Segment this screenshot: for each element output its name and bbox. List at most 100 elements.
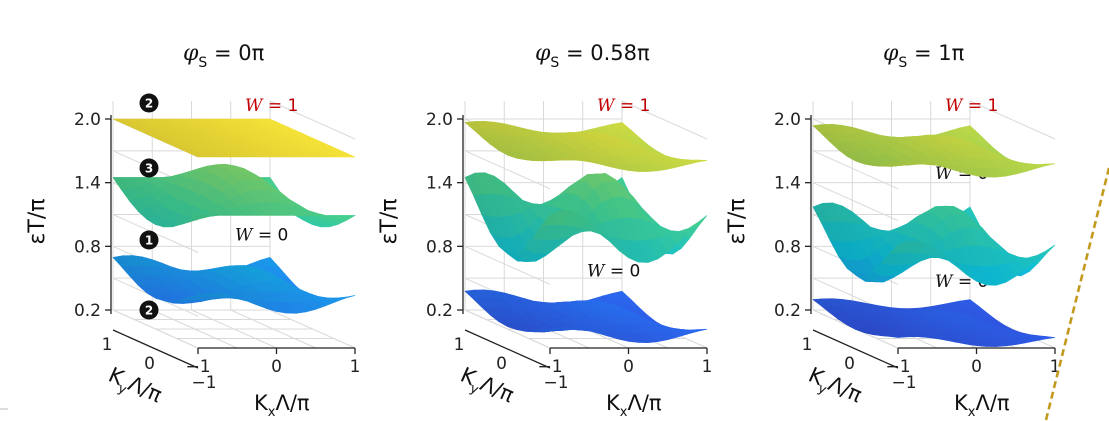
energy-tick-label: 0.2 bbox=[74, 301, 101, 321]
energy-tick-label: 1.4 bbox=[426, 174, 453, 194]
winding-symbol: W bbox=[587, 262, 606, 282]
band-marker-icon bbox=[139, 230, 159, 250]
panel-title: φS = 0.58π bbox=[535, 41, 650, 71]
kx-tick-label: 1 bbox=[350, 357, 361, 377]
energy-tick-label: 0.8 bbox=[426, 237, 453, 257]
winding-symbol: W bbox=[597, 96, 616, 116]
ylabel-rest: /π bbox=[725, 198, 750, 219]
xlabel-sub: x bbox=[620, 405, 628, 420]
band-surface bbox=[464, 289, 708, 344]
grid-line bbox=[621, 100, 708, 140]
panel-title: φS = 0π bbox=[183, 41, 265, 71]
surface-patch bbox=[688, 328, 708, 332]
band-surface bbox=[464, 172, 708, 263]
energy-tick-label: 1.4 bbox=[774, 174, 801, 194]
kx-axis-label: KxΛ/π bbox=[954, 391, 1010, 420]
band-surface bbox=[112, 118, 356, 158]
ky-axis bbox=[812, 329, 899, 369]
kx-tick-label: −1 bbox=[185, 357, 210, 377]
winding-symbol: W bbox=[245, 96, 264, 116]
title-value: = 0π bbox=[207, 41, 264, 65]
ylabel-italic: T bbox=[377, 219, 402, 234]
surface-patch bbox=[336, 152, 356, 158]
winding-label: W = 0 bbox=[235, 225, 288, 245]
band-marker-number: 2 bbox=[145, 304, 153, 318]
winding-label: W = 1 bbox=[597, 96, 650, 116]
surface-patch bbox=[688, 159, 708, 163]
xlabel-main: K bbox=[954, 391, 969, 415]
band-surface bbox=[112, 163, 357, 228]
band-marker-icon bbox=[139, 93, 159, 113]
zlabel-rest: Λ/π bbox=[825, 371, 866, 407]
chart-panel-2: W = 0W = 12.01.40.80.2−1 0 110−1φS = 0.58π… bbox=[377, 41, 712, 420]
zlabel-rest: Λ/π bbox=[477, 371, 518, 407]
ky-tick-label: −1 bbox=[543, 373, 568, 393]
grid-line bbox=[969, 100, 1056, 140]
xlabel-main: K bbox=[606, 391, 621, 415]
grid-line bbox=[812, 150, 899, 190]
xlabel-sub: x bbox=[968, 405, 976, 420]
title-subscript: S bbox=[198, 55, 207, 71]
band-surface bbox=[812, 123, 1056, 178]
surface-patch bbox=[688, 215, 708, 229]
band-marker-icon bbox=[139, 300, 159, 320]
ylabel-italic: T bbox=[725, 219, 750, 234]
title-subscript: S bbox=[898, 55, 907, 71]
title-value: = 1π bbox=[907, 41, 964, 65]
kx-tick-label: 1 bbox=[702, 357, 713, 377]
ky-tick-label: 0 bbox=[496, 354, 507, 374]
surface-patch bbox=[335, 215, 357, 221]
xlabel-rest: Λ/π bbox=[275, 391, 309, 415]
ky-axis bbox=[464, 329, 551, 369]
winding-label: W = 1 bbox=[945, 96, 998, 116]
energy-tick-label: 2.0 bbox=[426, 110, 453, 130]
winding-symbol: W bbox=[935, 272, 954, 292]
band-surface bbox=[812, 298, 1056, 347]
grid-line bbox=[464, 245, 551, 285]
zlabel-rest: Λ/π bbox=[125, 371, 166, 407]
panel-title: φS = 1π bbox=[883, 41, 965, 71]
title-value: = 0.58π bbox=[559, 41, 650, 65]
ky-tick-label: 1 bbox=[802, 335, 813, 355]
kx-axis-label: KxΛ/π bbox=[254, 391, 310, 420]
winding-value: = 1 bbox=[262, 96, 298, 116]
band-marker-number: 2 bbox=[145, 97, 153, 111]
kx-tick-label: −1 bbox=[537, 357, 562, 377]
winding-value: = 1 bbox=[962, 96, 998, 116]
title-symbol: φ bbox=[183, 41, 199, 66]
xlabel-rest: Λ/π bbox=[627, 391, 661, 415]
winding-value: = 1 bbox=[614, 96, 650, 116]
kx-tick-label: 0 bbox=[971, 357, 982, 377]
ky-tick-label: 1 bbox=[454, 335, 465, 355]
winding-value: = 0 bbox=[604, 262, 640, 282]
energy-tick-label: 0.8 bbox=[74, 237, 101, 257]
band-marker-number: 3 bbox=[145, 162, 153, 176]
ky-tick-label: −1 bbox=[191, 373, 216, 393]
title-symbol: φ bbox=[883, 41, 899, 66]
surface-patch bbox=[1036, 244, 1056, 256]
ylabel-main: ε bbox=[725, 233, 750, 245]
kx-axis-label: KxΛ/π bbox=[606, 391, 662, 420]
energy-axis-label: εT/π bbox=[25, 198, 50, 244]
surface-patch bbox=[336, 295, 356, 299]
energy-tick-label: 2.0 bbox=[774, 110, 801, 130]
energy-tick-label: 0.8 bbox=[774, 237, 801, 257]
ylabel-italic: T bbox=[25, 219, 50, 234]
xlabel-sub: x bbox=[268, 405, 276, 420]
dashed-connector-line bbox=[1044, 167, 1109, 421]
ylabel-main: ε bbox=[377, 233, 402, 245]
kx-tick-label: 1 bbox=[1050, 357, 1061, 377]
energy-axis-label: εT/π bbox=[725, 198, 750, 244]
title-symbol: φ bbox=[535, 41, 551, 66]
energy-tick-label: 2.0 bbox=[74, 110, 101, 130]
surface-patch bbox=[1036, 336, 1056, 340]
ylabel-rest: /π bbox=[377, 198, 402, 219]
surface-patch bbox=[1036, 163, 1056, 167]
ky-tick-label: 1 bbox=[102, 335, 113, 355]
xlabel-rest: Λ/π bbox=[975, 391, 1009, 415]
winding-label: W = 1 bbox=[245, 96, 298, 116]
energy-tick-label: 0.2 bbox=[426, 301, 453, 321]
